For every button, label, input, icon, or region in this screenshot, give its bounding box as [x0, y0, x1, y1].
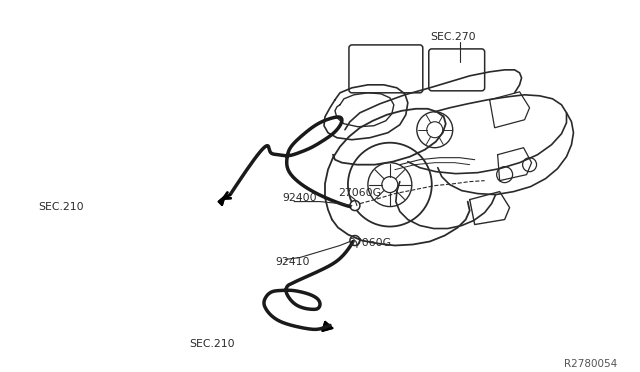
Polygon shape [218, 196, 225, 206]
Text: 92400: 92400 [282, 193, 317, 203]
Circle shape [350, 201, 360, 211]
Text: R2780054: R2780054 [564, 359, 618, 369]
Polygon shape [322, 321, 333, 331]
Polygon shape [218, 196, 225, 206]
Polygon shape [322, 321, 333, 331]
Text: SEC.210: SEC.210 [38, 202, 84, 212]
Circle shape [350, 235, 360, 246]
Text: 27060G: 27060G [348, 237, 391, 247]
Text: 27060G: 27060G [338, 187, 381, 198]
Text: 92410: 92410 [275, 257, 310, 267]
Text: SEC.270: SEC.270 [430, 32, 476, 42]
Text: SEC.210: SEC.210 [189, 339, 235, 349]
